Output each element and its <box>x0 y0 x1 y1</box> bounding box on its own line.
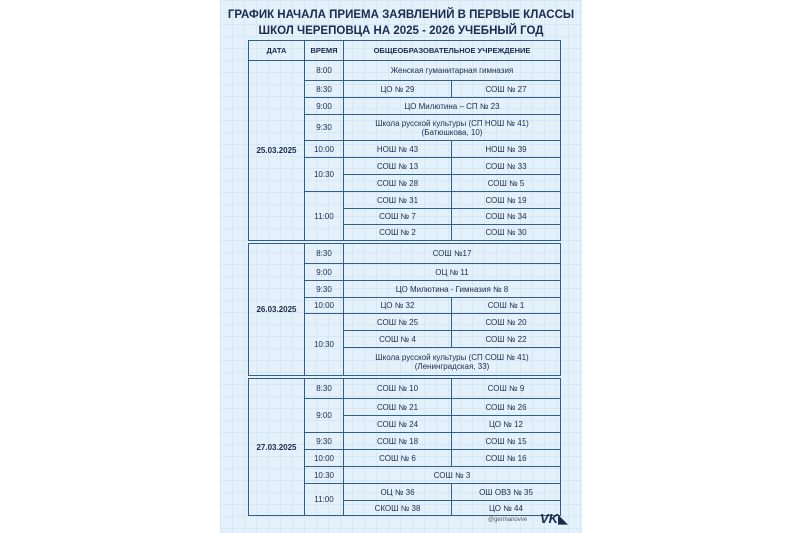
table-row: 10:30 СОШ № 25 СОШ № 20 <box>249 313 562 376</box>
institution-cell: СОШ № 9 <box>451 378 561 399</box>
institution-cell: СОШ № 24 <box>343 415 452 433</box>
institution-cell: СОШ № 10 <box>343 378 452 399</box>
institution-cell: СОШ № 16 <box>451 449 561 467</box>
institution-cell: ОЦ № 36 <box>343 483 452 501</box>
institution-cell: СОШ № 7 <box>343 208 452 225</box>
date-cell: 25.03.2025 <box>248 60 305 241</box>
institution-cell: СОШ № 21 <box>343 398 452 416</box>
time-cell: 8:30 <box>304 80 344 98</box>
time-cell: 10:30 <box>304 466 344 484</box>
table-row: 11:00 СОШ № 31 СОШ № 19 <box>249 191 562 241</box>
table-row: 8:30 ЦО № 29 СОШ № 27 <box>249 80 562 98</box>
time-cell: 10:00 <box>304 297 344 314</box>
institution-cell: СОШ №17 <box>342 243 562 264</box>
table-row: 10:00 НОШ № 43 НОШ № 39 <box>249 140 562 158</box>
institution-cell: СОШ № 4 <box>343 330 452 348</box>
institution-cell: ЦО Милютина – СП № 23 <box>342 97 562 115</box>
time-cell: 8:30 <box>304 378 344 399</box>
institution-cell: СОШ № 28 <box>343 174 452 192</box>
institution-cell: ЦО № 29 <box>343 80 452 98</box>
schedule-table-block-1: ДАТА ВРЕМЯ ОБЩЕОБРАЗОВАТЕЛЬНОЕ УЧРЕЖДЕНИ… <box>248 40 562 241</box>
header-institution: ОБЩЕОБРАЗОВАТЕЛЬНОЕ УЧРЕЖДЕНИЕ <box>342 40 562 61</box>
time-cell: 9:00 <box>304 97 344 115</box>
time-cell: 9:30 <box>304 432 344 450</box>
institution-cell: СОШ № 18 <box>343 432 452 450</box>
institution-cell: СОШ № 25 <box>343 313 452 331</box>
institution-cell: СКОШ № 38 <box>343 500 452 516</box>
table-row: 9:30 ЦО Милютина - Гимназия № 8 <box>249 280 562 298</box>
time-cell: 9:30 <box>304 114 344 141</box>
schedule-poster: ГРАФИК НАЧАЛА ПРИЕМА ЗАЯВЛЕНИЙ В ПЕРВЫЕ … <box>220 0 582 533</box>
time-cell: 9:00 <box>304 263 344 281</box>
header-row: ДАТА ВРЕМЯ ОБЩЕОБРАЗОВАТЕЛЬНОЕ УЧРЕЖДЕНИ… <box>248 40 562 61</box>
institution-cell: СОШ № 19 <box>450 191 562 209</box>
institution-cell: СОШ № 34 <box>450 208 562 225</box>
time-cell: 10:00 <box>304 140 344 158</box>
date-cell: 26.03.2025 <box>248 243 305 376</box>
time-cell: 8:30 <box>304 243 344 264</box>
institution-cell: Школа русской культуры (СП НОШ № 41) (Ба… <box>342 114 562 141</box>
table-row: 25.03.2025 8:00 Женская гуманитарная гимна… <box>248 60 562 241</box>
institution-cell: ОЦ № 11 <box>342 263 562 281</box>
table-row: СОШ № 2 СОШ № 30 <box>249 224 562 241</box>
table-row: СКОШ № 38 ЦО № 44 <box>249 500 561 516</box>
date-cell: 27.03.2025 <box>248 378 305 516</box>
institution-cell: ЦО № 12 <box>451 415 561 433</box>
time-cell: 9:00 <box>304 398 344 433</box>
table-row: 9:00 ОЦ № 11 <box>249 263 562 281</box>
institution-cell: ЦО № 44 <box>451 500 561 516</box>
institution-cell: СОШ № 5 <box>450 174 562 192</box>
institution-cell: СОШ № 31 <box>343 191 452 209</box>
time-cell: 10:30 <box>304 157 344 192</box>
institution-cell: СОШ № 20 <box>450 313 562 331</box>
table-row: 26.03.2025 8:30 СОШ №17 <box>248 243 562 376</box>
institution-cell: НОШ № 43 <box>343 140 452 158</box>
schedule-table-block-3: 27.03.2025 8:30 СОШ № 10 СОШ № 9 9:00 СОШ № 2… <box>248 378 561 516</box>
table-row: СОШ № 7 СОШ № 34 <box>249 208 562 225</box>
header-date: ДАТА <box>248 40 305 61</box>
institution-cell: СОШ № 3 <box>343 466 561 484</box>
table-row: Школа русской культуры (СП СОШ № 41) (Ле… <box>249 347 562 376</box>
institution-cell: ЦО № 32 <box>343 297 452 314</box>
institution-cell: СОШ № 33 <box>450 157 562 175</box>
time-cell: 8:00 <box>304 60 344 81</box>
title-line-2: ШКОЛ ЧЕРЕПОВЦА НА 2025 - 2026 УЧЕБНЫЙ ГО… <box>258 25 544 37</box>
institution-cell: СОШ № 30 <box>450 224 562 241</box>
title-line-1: ГРАФИК НАЧАЛА ПРИЕМА ЗАЯВЛЕНИЙ В ПЕРВЫЕ … <box>227 9 575 21</box>
table-row: 10:00 ЦО № 32 СОШ № 1 <box>249 297 562 314</box>
table-row: 27.03.2025 8:30 СОШ № 10 СОШ № 9 <box>248 378 561 516</box>
institution-cell: СОШ № 2 <box>343 224 452 241</box>
institution-cell: СОШ № 27 <box>450 80 562 98</box>
table-row: 9:00 ЦО Милютина – СП № 23 <box>249 97 562 115</box>
author-signature: @germanovve <box>488 517 528 523</box>
institution-cell: Школа русской культуры (СП СОШ № 41) (Ле… <box>342 347 562 376</box>
header-time: ВРЕМЯ <box>304 40 344 61</box>
table-row: 11:00 ОЦ № 36 ОШ ОВЗ № 35 <box>249 483 561 516</box>
institution-cell: СОШ № 15 <box>451 432 561 450</box>
table-row: 10:30 СОШ № 3 <box>249 466 561 484</box>
institution-cell: НОШ № 39 <box>450 140 562 158</box>
institution-cell: СОШ № 22 <box>450 330 562 348</box>
table-row: 9:30 СОШ № 18 СОШ № 15 <box>249 432 561 450</box>
institution-cell: СОШ № 26 <box>451 398 561 416</box>
table-row: 10:30 СОШ № 13 СОШ № 33 <box>249 157 562 192</box>
time-cell: 10:30 <box>304 313 344 376</box>
institution-cell: ОШ ОВЗ № 35 <box>451 483 561 501</box>
time-cell: 9:30 <box>304 280 344 298</box>
institution-cell: СОШ № 1 <box>450 297 562 314</box>
vk-logo-icon: VK◣ <box>540 511 569 526</box>
institution-cell: ЦО Милютина - Гимназия № 8 <box>342 280 562 298</box>
institution-cell: СОШ № 13 <box>343 157 452 175</box>
institution-cell: СОШ № 6 <box>343 449 452 467</box>
institution-cell: Женская гуманитарная гимназия <box>342 60 562 81</box>
time-cell: 11:00 <box>304 483 344 516</box>
table-row: 9:30 Школа русской культуры (СП НОШ № 41)… <box>249 114 562 141</box>
time-cell: 11:00 <box>304 191 344 241</box>
schedule-table-block-2: 26.03.2025 8:30 СОШ №17 9:00 ОЦ № 11 9:30 ЦО М… <box>248 243 562 376</box>
time-cell: 10:00 <box>304 449 344 467</box>
